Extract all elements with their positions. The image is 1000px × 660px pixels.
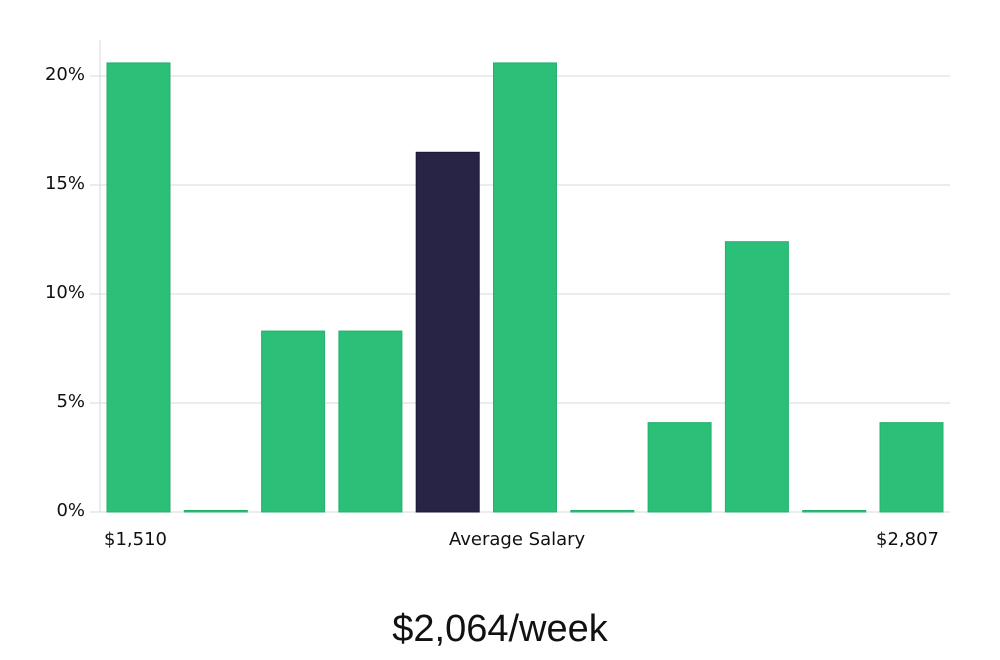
average-salary-value: $2,064/week bbox=[392, 608, 608, 650]
y-tick-label: 20% bbox=[44, 64, 85, 85]
salary-histogram: 0% 5% 10% 15% 20% $1,510 Average Salary $2,8… bbox=[44, 40, 950, 550]
y-tick-label: 10% bbox=[44, 282, 85, 303]
y-tick-label: 5% bbox=[56, 391, 85, 412]
bar bbox=[106, 62, 171, 513]
x-axis-max-label: $2,807 bbox=[876, 529, 939, 550]
bar bbox=[570, 510, 635, 513]
bar bbox=[647, 422, 712, 513]
x-axis-min-label: $1,510 bbox=[104, 529, 167, 550]
bar bbox=[802, 510, 867, 513]
bar bbox=[338, 330, 403, 513]
bar bbox=[724, 241, 789, 513]
y-tick-label: 15% bbox=[44, 173, 85, 194]
plot-area bbox=[90, 40, 950, 513]
y-tick-label: 0% bbox=[56, 500, 85, 521]
bar bbox=[493, 62, 557, 513]
bar bbox=[879, 422, 944, 513]
bar-highlighted bbox=[415, 151, 480, 513]
bar bbox=[261, 330, 326, 513]
x-axis-title: Average Salary bbox=[449, 529, 586, 550]
bar bbox=[183, 510, 248, 513]
